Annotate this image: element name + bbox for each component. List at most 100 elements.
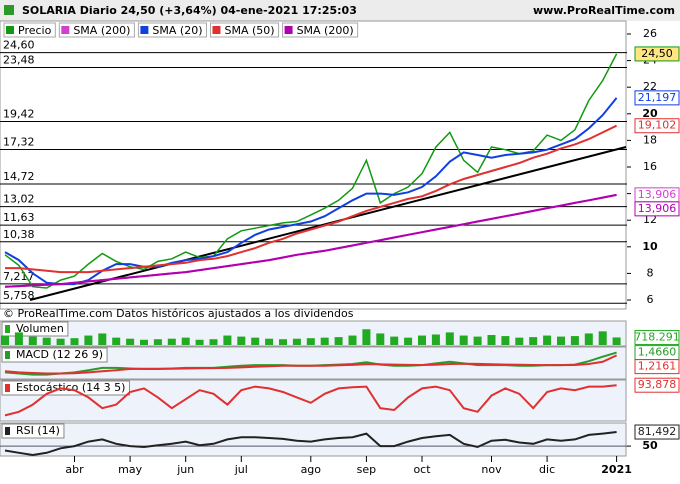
volume-bar [140,339,148,345]
volume-bar [543,335,552,345]
value-label: 1,4660 [638,346,677,359]
legend-label: SMA (200) [73,24,130,37]
x-tick-label: oct [413,463,431,476]
trend-line [29,146,627,301]
note: © ProRealTime.com Datos históricos ajust… [3,307,354,320]
y-tick-label: 8 [647,266,654,279]
title-bar [0,0,680,21]
level-label: 11,63 [3,211,35,224]
volume-bar [167,338,176,345]
value-label: 13,906 [638,188,677,201]
volume-bar [292,338,301,345]
volume-bar [209,339,218,345]
value-label-box [634,377,680,393]
volume-bar [153,339,162,345]
volume-bar [529,337,538,345]
series-line [4,97,618,286]
legend-label: SMA (200) [297,24,354,37]
volume-bar [445,332,454,345]
legend-box [209,22,280,38]
panel-title: MACD (12 26 9) [16,348,103,361]
value-label: 1,2161 [638,360,677,373]
volume-bar [265,338,274,345]
y-tick-label: 12 [643,213,657,226]
volume-bar [84,335,93,345]
level-label: 5,758 [3,289,35,302]
value-label: 24,50 [641,47,673,60]
volume-bar [404,337,413,345]
panel-label-box [1,380,130,396]
volume-bar [557,336,565,345]
y-tick-label: 22 [643,80,657,93]
value-label-box [634,46,680,62]
legend-swatch [6,26,14,34]
volume-bar [223,335,232,345]
volume-bar [42,337,51,345]
chart-title: SOLARIA Diario 24,50 (+3,64%) 04-ene-202… [22,4,357,17]
level-label: 7,217 [3,270,35,283]
legend-swatch [140,26,149,34]
series-line [4,53,618,289]
volume-bar [56,338,65,345]
level-label: 17,32 [3,135,35,148]
volume-bar [459,335,468,345]
volume-bar [487,335,496,345]
volume-bar [237,336,246,345]
series-line [4,431,617,457]
volume-bar [515,337,524,345]
level-label: 23,48 [3,54,35,67]
x-tick-label: jul [234,463,248,476]
value-label-box [634,359,680,375]
volume-bar [98,333,107,345]
volume-bar [501,336,510,345]
volume-bar [28,336,37,345]
level-label: 13,02 [3,193,35,206]
value-label: 93,878 [638,378,677,391]
x-tick-label: 2021 [601,463,632,476]
legend-box [137,22,207,38]
x-tick-label: abr [65,463,84,476]
panel-label-box [1,347,108,363]
value-label-box [634,424,680,440]
price-panel [0,20,627,310]
panel-icon [5,351,10,359]
volume-bar [584,333,593,345]
value-label-box [634,201,680,217]
x-tick-label: sep [357,463,376,476]
legend-box [58,22,135,38]
volume-bar [70,338,79,345]
volume-bar [112,337,121,345]
value-label: 718.291 [634,330,680,343]
x-tick-label: jun [176,463,194,476]
y-tick-label: 50 [642,439,658,452]
volume-bar [431,334,440,345]
level-label: 14,72 [3,170,35,183]
source: www.ProRealTime.com [533,4,675,17]
panel-title: Estocástico (14 3 5) [16,381,125,394]
y-tick-label: 6 [647,293,654,306]
y-tick-label: 18 [643,133,657,146]
panel-title: Volumen [16,322,64,335]
volume-bar [1,335,9,345]
volume-bar [279,339,287,345]
series-line [5,124,618,274]
y-tick-label: 20 [642,107,658,120]
y-tick-label: 10 [642,240,658,253]
volume-bar [251,337,260,345]
y-tick-label: 26 [643,27,657,40]
value-label: 19,102 [638,119,677,132]
volume-bar [570,336,579,345]
rsi-panel [0,422,627,457]
volume-bar [195,339,204,345]
volume-bar [320,337,329,345]
value-label: 13,906 [638,202,677,215]
legend-label: Precio [18,24,52,37]
layer: 6810121416182022242624,6023,4819,4217,32… [0,22,680,476]
legend-box [282,22,359,38]
level-label: 19,42 [3,108,35,121]
level-label: 10,38 [3,228,35,241]
x-tick-label: may [118,463,142,476]
panel-title: RSI (14) [16,424,60,437]
volume-bar [334,337,343,345]
